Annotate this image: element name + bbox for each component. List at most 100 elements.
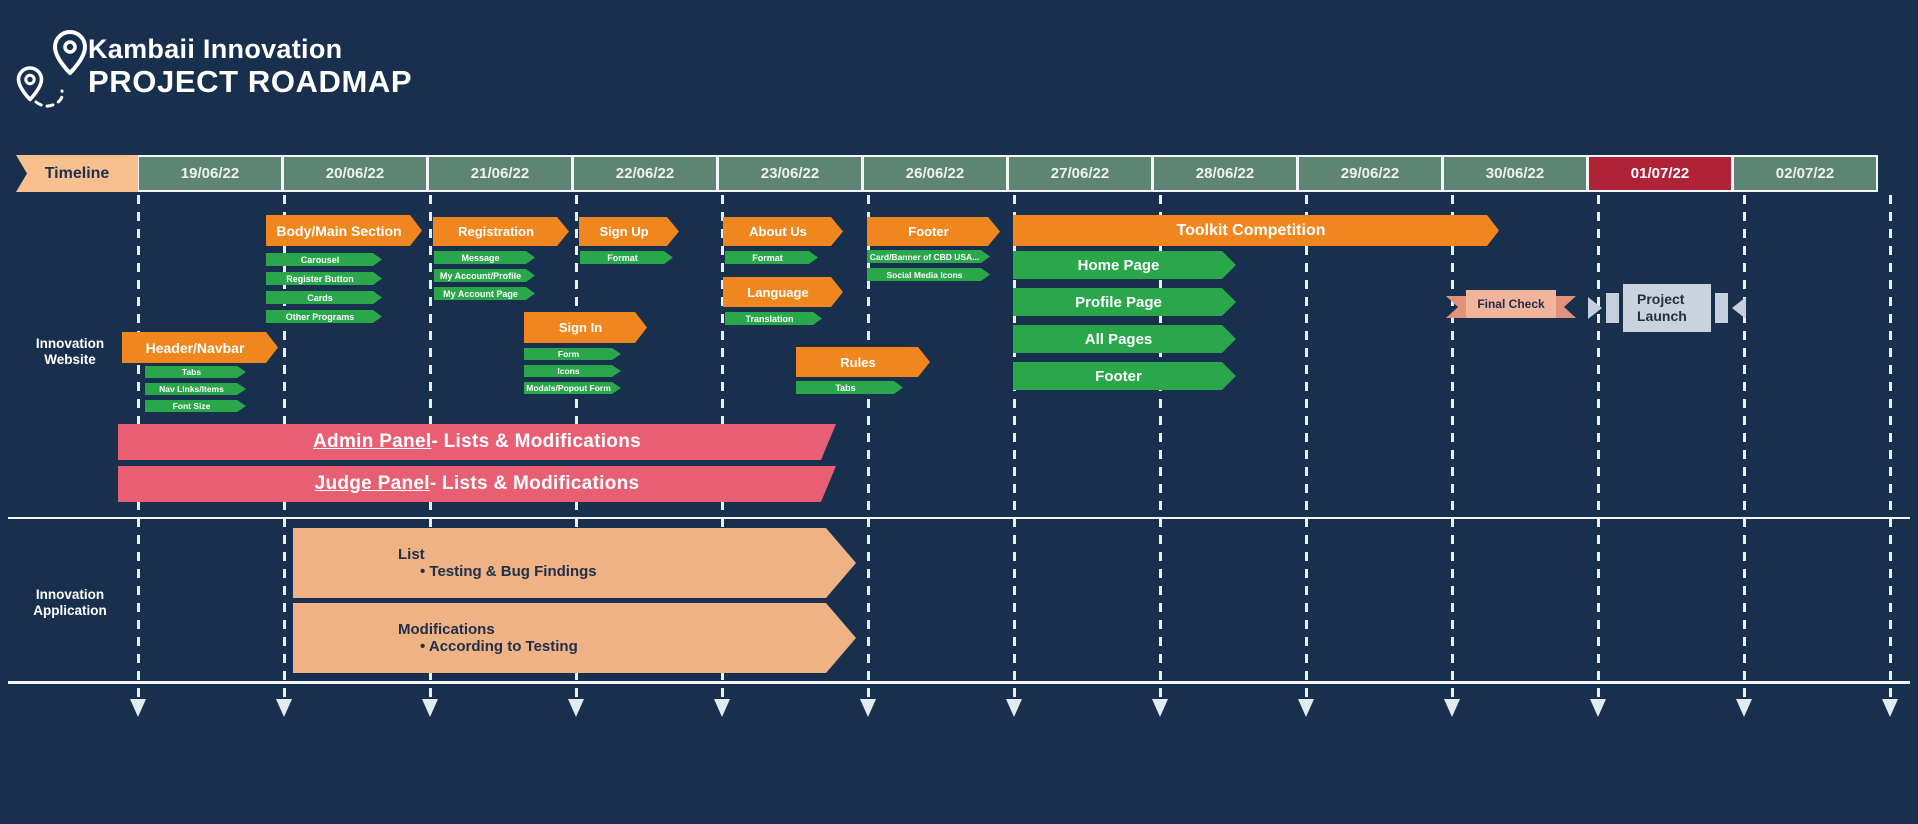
final-check-label: Final Check [1466, 290, 1556, 318]
section-label-innovation-website: Innovation Website [35, 336, 105, 367]
bar-format-sign-up: Format [580, 251, 673, 264]
bar-home-page: Home Page [1013, 251, 1236, 279]
title-line1: Kambaii Innovation [88, 34, 343, 64]
timeline-dates: 19/06/22 20/06/22 21/06/22 22/06/22 23/06/22… [137, 155, 1878, 192]
bar-tabs-header: Tabs [145, 366, 246, 378]
date-cell-23-06-22: 23/06/22 [717, 155, 863, 192]
bar-modals-popout-form: Modals/Popout Form [524, 382, 621, 394]
page-title: Kambaii Innovation PROJECT ROADMAP [88, 34, 412, 99]
gridline-10 [1597, 195, 1600, 699]
bar-footer-page: Footer [1013, 362, 1236, 390]
bar-admin-panel-head: Admin Panel [313, 431, 432, 452]
bar-form: Form [524, 348, 621, 360]
bar-font-size: Font Size [145, 400, 246, 412]
bar-admin-panel-tail: - Lists & Modifications [431, 431, 641, 452]
bar-about-us: About Us [723, 217, 843, 246]
date-cell-27-06-22: 27/06/22 [1007, 155, 1153, 192]
axis-arrow-icon-1 [276, 699, 292, 717]
bar-modifications-line2: • According to Testing [420, 638, 578, 655]
bar-format-about-us: Format [725, 251, 818, 264]
bar-card-banner: Card/Banner of CBD USA... [867, 250, 990, 263]
bar-judge-panel: Judge Panel - Lists & Modifications [118, 466, 836, 502]
bar-list: List • Testing & Bug Findings [293, 528, 856, 598]
bar-all-pages: All Pages [1013, 325, 1236, 353]
gridline-8 [1305, 195, 1308, 699]
date-cell-22-06-22: 22/06/22 [572, 155, 718, 192]
bar-sign-up: Sign Up [579, 217, 679, 246]
bar-sign-in: Sign In [524, 312, 647, 343]
bar-modifications-line1: Modifications [398, 621, 495, 638]
bar-judge-panel-tail: - Lists & Modifications [429, 473, 640, 494]
launch-left-bar [1606, 293, 1619, 323]
bar-my-account-page: My Account Page [434, 287, 535, 300]
project-launch-line2: Launch [1637, 308, 1687, 324]
bar-my-account-profile: My Account/Profile [434, 269, 535, 282]
bar-registration: Registration [433, 217, 569, 246]
bar-message: Message [434, 251, 535, 264]
launch-right-bar [1715, 293, 1728, 323]
timeline-header: Timeline 19/06/22 20/06/22 21/06/22 22/06/2… [16, 155, 1878, 192]
axis-arrow-icon-12 [1882, 699, 1898, 717]
section-label-innovation-application: Innovation Application [33, 587, 107, 618]
bar-other-programs: Other Programs [266, 310, 382, 323]
axis-arrow-icon-9 [1444, 699, 1460, 717]
date-cell-02-07-22: 02/07/22 [1732, 155, 1878, 192]
date-cell-21-06-22: 21/06/22 [427, 155, 573, 192]
axis-arrow-icon-11 [1736, 699, 1752, 717]
bar-translation: Translation [725, 312, 822, 325]
axis-arrow-icon-10 [1590, 699, 1606, 717]
date-cell-28-06-22: 28/06/22 [1152, 155, 1298, 192]
bar-carousel: Carousel [266, 253, 382, 266]
title-line2: PROJECT ROADMAP [88, 64, 413, 100]
bar-profile-page: Profile Page [1013, 288, 1236, 316]
bottom-axis-line [8, 681, 1910, 684]
date-cell-26-06-22: 26/06/22 [862, 155, 1008, 192]
section-divider-line [8, 517, 1910, 519]
date-cell-29-06-22: 29/06/22 [1297, 155, 1443, 192]
bar-cards: Cards [266, 291, 382, 304]
bar-list-line2: • Testing & Bug Findings [420, 563, 597, 580]
bar-judge-panel-head: Judge Panel [314, 473, 430, 494]
project-launch-line1: Project [1637, 290, 1685, 307]
date-cell-30-06-22: 30/06/22 [1442, 155, 1588, 192]
axis-arrow-icon-5 [860, 699, 876, 717]
bar-modifications: Modifications • According to Testing [293, 603, 856, 673]
bar-register-button: Register Button [266, 272, 382, 285]
launch-left-arrow-icon [1588, 297, 1602, 319]
launch-right-arrow-icon [1732, 297, 1746, 319]
bar-language: Language [723, 277, 843, 307]
gridline-9 [1451, 195, 1454, 699]
date-cell-01-07-22: 01/07/22 [1587, 155, 1733, 192]
axis-arrow-icon-7 [1152, 699, 1168, 717]
axis-arrow-icon-3 [568, 699, 584, 717]
axis-arrow-icon-8 [1298, 699, 1314, 717]
milestone-final-check: Final Check [1446, 290, 1576, 322]
bar-body-main-section: Body/Main Section [266, 215, 422, 246]
timeline-label: Timeline [16, 155, 138, 192]
gridline-5 [867, 195, 870, 699]
date-cell-20-06-22: 20/06/22 [282, 155, 428, 192]
bar-tabs-rules: Tabs [796, 381, 903, 394]
gridline-6 [1013, 195, 1016, 699]
gridline-11 [1743, 195, 1746, 699]
project-launch-label: Project Launch [1623, 284, 1711, 332]
map-pins-logo [16, 30, 87, 108]
bar-toolkit-competition: Toolkit Competition [1013, 215, 1499, 246]
axis-arrow-icon-4 [714, 699, 730, 717]
bar-admin-panel: Admin Panel - Lists & Modifications [118, 424, 836, 460]
gridline-12 [1889, 195, 1892, 699]
bar-list-line1: List [398, 546, 425, 563]
axis-arrow-icon-2 [422, 699, 438, 717]
date-cell-19-06-22: 19/06/22 [137, 155, 283, 192]
bar-nav-links-items: Nav Links/Items [145, 383, 246, 395]
axis-arrow-icon-6 [1006, 699, 1022, 717]
bar-header-navbar: Header/Navbar [122, 332, 278, 363]
bar-social-media-icons: Social Media Icons [867, 268, 990, 281]
gridline-7 [1159, 195, 1162, 699]
bar-footer-group: Footer [867, 217, 1000, 246]
milestone-project-launch: Project Launch [1588, 284, 1746, 332]
axis-arrow-icon-0 [130, 699, 146, 717]
bar-icons: Icons [524, 365, 621, 377]
bar-rules: Rules [796, 347, 930, 377]
